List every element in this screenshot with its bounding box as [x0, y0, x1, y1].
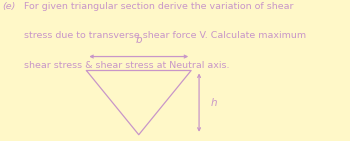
Text: (e): (e) [2, 2, 16, 11]
Text: stress due to transverse shear force V. Calculate maximum: stress due to transverse shear force V. … [25, 31, 307, 40]
Text: h: h [210, 98, 217, 108]
Text: For given triangular section derive the variation of shear: For given triangular section derive the … [25, 2, 294, 11]
Text: b: b [135, 35, 142, 45]
Text: shear stress & shear stress at Neutral axis.: shear stress & shear stress at Neutral a… [25, 61, 230, 70]
